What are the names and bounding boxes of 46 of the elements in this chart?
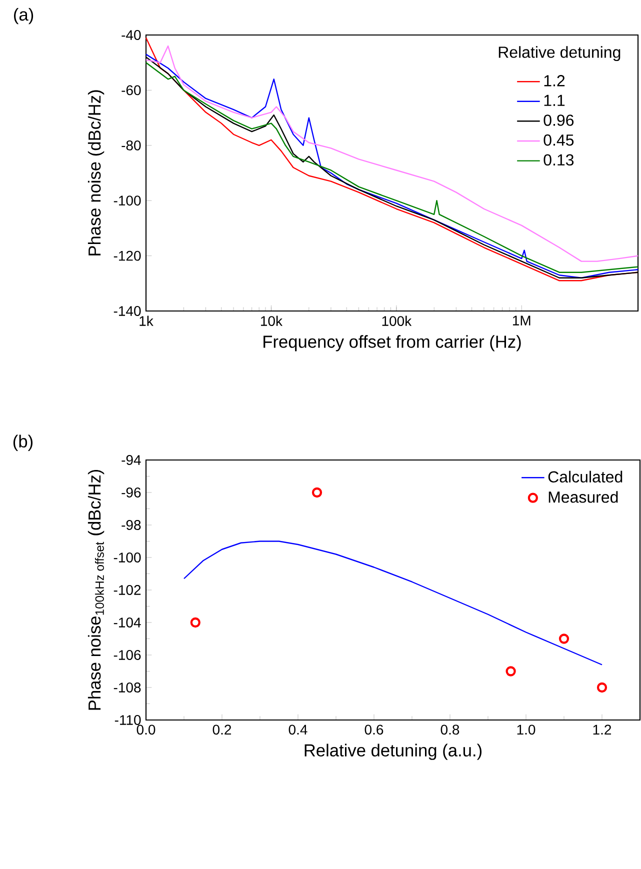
legend-label: Calculated	[548, 470, 622, 483]
text: (a)	[14, 8, 34, 24]
y-tick-label: -106	[114, 650, 141, 660]
y-axis-title: $\text{Phase noise}_{\text{100kHz offset}}\text{ (dBc/Hz)}$	[88, 470, 104, 710]
x-axis-title: Frequency offset from carrier (Hz)	[264, 335, 522, 352]
text: (b)	[14, 434, 33, 451]
x-tick-label: 1.0	[518, 724, 536, 735]
x-tick-label: 1k	[140, 316, 154, 326]
legend-label: 1.1	[544, 94, 565, 106]
y-tick-label: -100	[114, 552, 141, 562]
legend-label: 0.96	[544, 114, 574, 126]
y-tick-label: -94	[122, 455, 142, 465]
point	[190, 617, 201, 628]
x-tick-label: 0.2	[213, 724, 232, 735]
x-tick-label: 0.6	[365, 724, 384, 735]
y-tick-label: -140	[114, 306, 141, 316]
point	[559, 634, 570, 644]
y-tick-label: -98	[122, 520, 141, 530]
y-tick-label: -120	[114, 250, 141, 261]
y-tick-label: -80	[122, 140, 141, 150]
y-tick-label: -60	[122, 85, 141, 96]
legend-label: Measured	[549, 491, 618, 503]
y-tick-label: -104	[114, 618, 142, 628]
point	[506, 666, 516, 676]
legend-label: 0.45	[544, 134, 574, 146]
y-tick-label: -40	[122, 30, 141, 40]
x-tick-label: 0.8	[441, 724, 460, 735]
legend-title: Relative detuning	[499, 46, 620, 62]
y-tick-label: -100	[114, 196, 141, 206]
x-tick-label: 1M	[513, 316, 530, 326]
y-tick-label: -102	[114, 585, 141, 595]
y-tick-label: -96	[122, 488, 141, 498]
legend-label: 0.13	[544, 154, 574, 166]
point	[312, 487, 322, 498]
x-tick-label: 100k	[382, 316, 412, 326]
x-tick-label: 0.4	[289, 724, 308, 735]
y-axis-title: Phase noise (dBc/Hz)	[88, 90, 104, 256]
x-tick-label: 0.0	[137, 724, 156, 735]
legend-label: 1.2	[544, 75, 565, 86]
x-tick-label: 1.2	[594, 724, 612, 734]
line-series	[184, 540, 603, 666]
y-tick-label: -110	[115, 715, 141, 725]
x-axis-title: Relative detuning (a.u.)	[305, 744, 482, 760]
point	[597, 682, 608, 693]
y-tick-label: -108	[114, 682, 141, 692]
x-tick-label: 10k	[261, 316, 283, 326]
